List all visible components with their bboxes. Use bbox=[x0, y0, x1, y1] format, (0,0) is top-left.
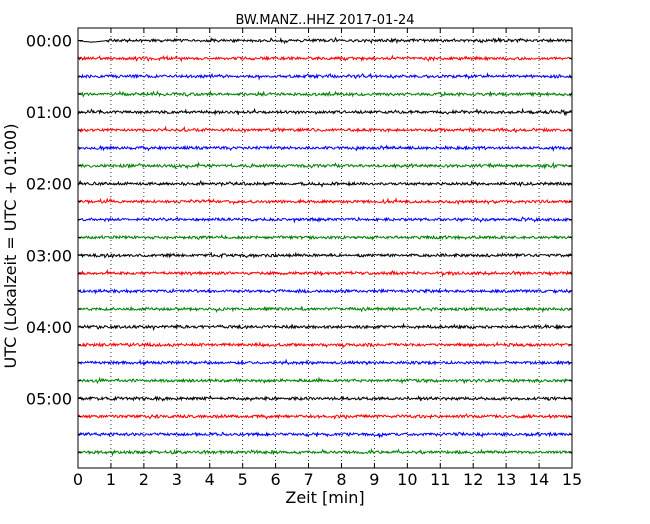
x-tick-label: 15 bbox=[562, 470, 582, 489]
trace-line bbox=[77, 179, 572, 188]
x-tick-label: 6 bbox=[271, 470, 281, 489]
grid-lines bbox=[110, 28, 540, 468]
trace-line bbox=[77, 125, 573, 134]
x-tick-label: 5 bbox=[238, 470, 248, 489]
trace-line bbox=[77, 107, 573, 117]
trace-line bbox=[77, 268, 573, 278]
trace-line bbox=[77, 36, 573, 45]
chart-title: BW.MANZ..HHZ 2017-01-24 bbox=[235, 13, 414, 28]
trace-line bbox=[77, 234, 573, 241]
x-tick-label: 10 bbox=[397, 470, 417, 489]
trace-line bbox=[77, 431, 573, 439]
trace-line bbox=[77, 161, 573, 170]
x-tick-label: 14 bbox=[529, 470, 549, 489]
trace-line bbox=[77, 71, 573, 81]
x-axis-label: Zeit [min] bbox=[285, 488, 364, 507]
trace-line bbox=[77, 376, 573, 385]
y-axis-label: UTC (Lokalzeit = UTC + 01:00) bbox=[1, 124, 20, 369]
trace-line bbox=[77, 54, 573, 63]
x-tick-label: 4 bbox=[205, 470, 215, 489]
y-tick-label: 01:00 bbox=[26, 103, 72, 122]
trace-line bbox=[77, 322, 573, 332]
axis-ticks: 0 1 2 3 4 5 6 7 8 9 10 11 12 13 14 1500:0001:0002:0003:… bbox=[26, 28, 582, 489]
y-tick-label: 04:00 bbox=[26, 318, 72, 337]
trace-line bbox=[77, 216, 573, 224]
trace-line bbox=[77, 197, 573, 206]
x-tick-label: 7 bbox=[303, 470, 313, 489]
x-tick-label: 9 bbox=[369, 470, 379, 489]
trace-line bbox=[77, 144, 573, 153]
x-tick-label: 12 bbox=[463, 470, 483, 489]
seismogram-traces bbox=[77, 36, 573, 457]
trace-line bbox=[77, 251, 573, 260]
y-tick-label: 00:00 bbox=[26, 32, 72, 51]
x-tick-label: 2 bbox=[139, 470, 149, 489]
trace-line bbox=[77, 287, 573, 295]
trace-line bbox=[77, 358, 573, 366]
y-tick-label: 03:00 bbox=[26, 246, 72, 265]
y-tick-label: 02:00 bbox=[26, 175, 72, 194]
x-tick-label: 3 bbox=[172, 470, 182, 489]
trace-line bbox=[77, 394, 573, 402]
trace-line bbox=[77, 447, 573, 457]
x-tick-label: 13 bbox=[496, 470, 516, 489]
trace-line bbox=[77, 90, 573, 98]
plot-frame bbox=[77, 27, 573, 469]
trace-line bbox=[77, 413, 573, 420]
x-tick-label: 8 bbox=[336, 470, 346, 489]
y-tick-label: 05:00 bbox=[26, 390, 72, 409]
x-tick-label: 1 bbox=[106, 470, 116, 489]
trace-line bbox=[77, 305, 573, 314]
x-tick-label: 0 bbox=[73, 470, 83, 489]
trace-line bbox=[77, 341, 573, 349]
x-tick-label: 11 bbox=[430, 470, 450, 489]
